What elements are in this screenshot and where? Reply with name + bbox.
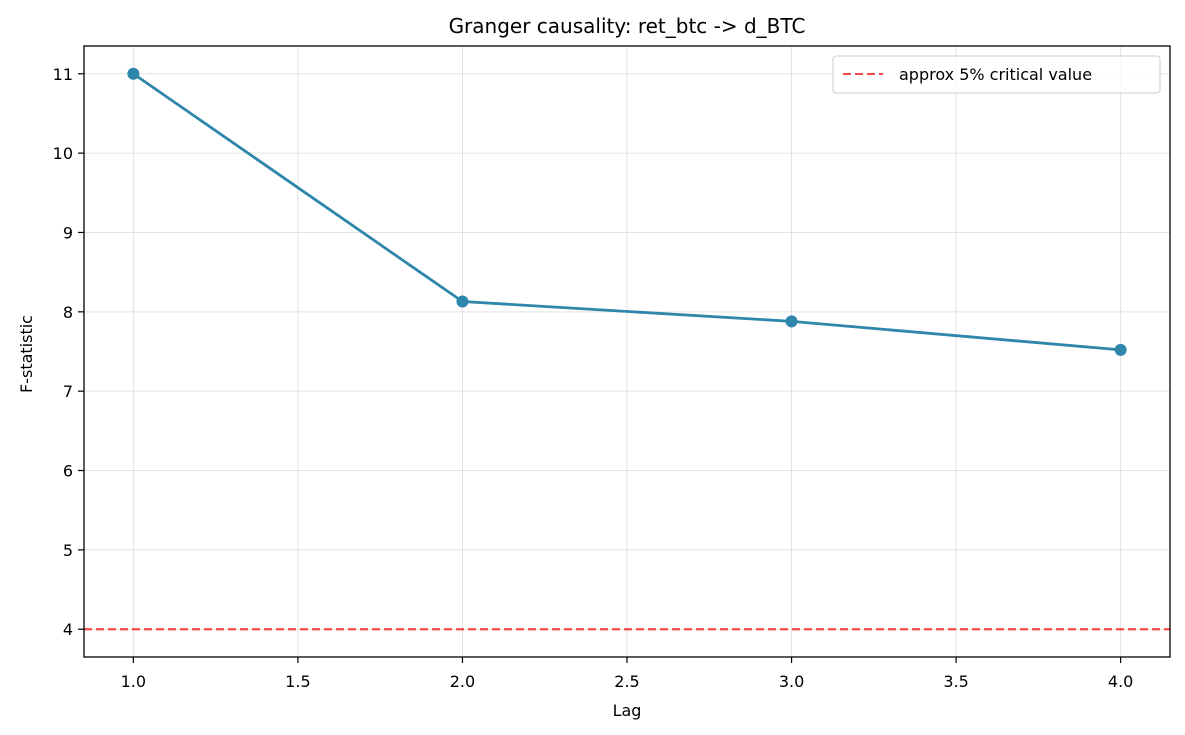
- x-tick-label: 2.0: [450, 672, 475, 691]
- y-tick-label: 9: [63, 223, 73, 242]
- data-point: [785, 315, 798, 328]
- x-tick-label: 3.0: [779, 672, 804, 691]
- y-axis-ticks: 4 5 6 7 8 9 10 11: [53, 65, 84, 639]
- y-tick-label: 7: [63, 382, 73, 401]
- y-tick-label: 5: [63, 541, 73, 560]
- data-point: [456, 295, 469, 308]
- x-tick-label: 1.5: [285, 672, 310, 691]
- y-tick-label: 11: [53, 65, 73, 84]
- x-axis-ticks: 1.0 1.5 2.0 2.5 3.0 3.5 4.0: [121, 657, 1133, 691]
- y-tick-label: 10: [53, 144, 73, 163]
- data-point: [1114, 343, 1127, 356]
- y-tick-label: 8: [63, 303, 73, 322]
- x-tick-label: 1.0: [121, 672, 146, 691]
- chart-title: Granger causality: ret_btc -> d_BTC: [449, 14, 806, 38]
- legend: approx 5% critical value: [832, 55, 1161, 94]
- y-tick-label: 6: [63, 462, 73, 481]
- grid: [84, 46, 1170, 657]
- y-tick-label: 4: [63, 620, 73, 639]
- series-line: [132, 72, 1121, 352]
- x-axis-label: Lag: [613, 701, 642, 720]
- legend-entry-critical-value: approx 5% critical value: [899, 65, 1092, 84]
- y-axis-label: F-statistic: [17, 315, 36, 393]
- data-point: [127, 67, 140, 80]
- x-tick-label: 2.5: [614, 672, 639, 691]
- series-group: [127, 67, 1127, 356]
- legend-box: [832, 55, 1161, 94]
- x-tick-label: 3.5: [943, 672, 968, 691]
- x-tick-label: 4.0: [1108, 672, 1133, 691]
